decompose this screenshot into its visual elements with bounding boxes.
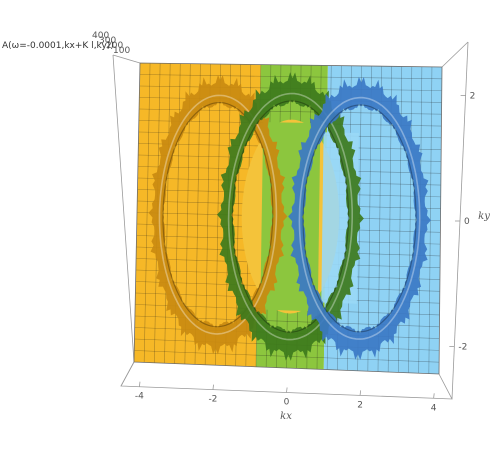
x-tick-mark — [138, 381, 141, 387]
x-axis-label: kx — [280, 411, 292, 422]
y-axis-label: ky — [478, 211, 490, 222]
x-tick-mark — [286, 387, 288, 393]
bounding-box — [112, 41, 469, 400]
x-tick-mark — [212, 384, 214, 390]
grid-line-x — [164, 63, 171, 364]
grid-line-x — [204, 63, 211, 365]
grid-line-x — [367, 66, 372, 372]
x-tick-label: 4 — [431, 403, 437, 413]
x-tick-label: -2 — [208, 395, 217, 405]
x-tick-label: 0 — [284, 398, 290, 408]
grid-line-x — [377, 66, 382, 372]
z-axis-label: A(ω=-0.0001,kx+K l,ky)) — [2, 41, 114, 51]
y-tick-label: -2 — [458, 343, 467, 353]
surface — [134, 63, 442, 374]
grid-line-x — [194, 63, 201, 365]
z-tick-label: 400 — [92, 31, 109, 41]
grid-line-x — [143, 63, 151, 363]
y-tick-label: 0 — [464, 217, 470, 227]
surface-outline — [133, 62, 443, 375]
z-tick-label: 200 — [106, 41, 123, 51]
ring-highlight-3 — [298, 96, 421, 340]
x-tick-label: 2 — [357, 400, 363, 410]
x-tick-mark — [359, 390, 362, 396]
x-tick-label: -4 — [135, 392, 144, 402]
x-tick-mark — [433, 393, 435, 399]
z-tick-label: 100 — [113, 46, 130, 56]
y-tick-label: 2 — [470, 91, 476, 101]
z-tick-label: 300 — [99, 36, 116, 46]
ring-shadow-3 — [302, 104, 417, 333]
grid-line-x — [408, 66, 413, 373]
